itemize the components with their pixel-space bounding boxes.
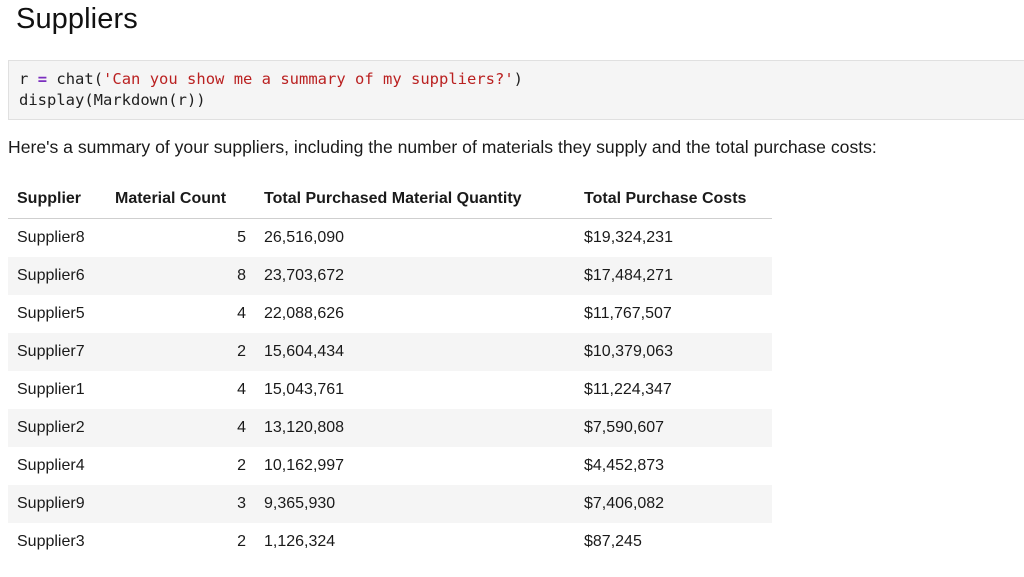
cell-supplier: Supplier2 — [17, 419, 85, 436]
cell-total-costs: $7,590,607 — [584, 419, 665, 436]
cell-supplier: Supplier4 — [17, 457, 85, 474]
cell-total-costs: $87,245 — [584, 533, 642, 550]
cell-material-count: 8 — [237, 267, 246, 284]
cell-total-quantity: 1,126,324 — [264, 533, 336, 550]
cell-total-quantity: 15,043,761 — [264, 381, 345, 398]
cell-total-costs: $19,324,231 — [584, 229, 673, 246]
code-variable: r — [19, 70, 29, 88]
cell-material-count: 2 — [237, 343, 246, 360]
cell-supplier: Supplier5 — [17, 305, 85, 322]
cell-supplier: Supplier9 — [17, 495, 85, 512]
cell-total-costs: $4,452,873 — [584, 457, 665, 474]
cell-total-quantity: 13,120,808 — [264, 419, 345, 436]
table-row: Supplier8 5 26,516,090 $19,324,231 — [8, 219, 772, 258]
header-material-count: Material Count — [106, 180, 255, 219]
cell-total-quantity: 26,516,090 — [264, 229, 345, 246]
output-text: Here's a summary of your suppliers, incl… — [8, 137, 877, 157]
cell-total-quantity: 22,088,626 — [264, 305, 345, 322]
code-call-close: ) — [513, 70, 523, 88]
suppliers-table: Supplier Material Count Total Purchased … — [8, 180, 772, 561]
table-row: Supplier4 2 10,162,997 $4,452,873 — [8, 447, 772, 485]
table-row: Supplier7 2 15,604,434 $10,379,063 — [8, 333, 772, 371]
table-row: Supplier2 4 13,120,808 $7,590,607 — [8, 409, 772, 447]
table-row: Supplier5 4 22,088,626 $11,767,507 — [8, 295, 772, 333]
code-line-1: r = chat('Can you show me a summary of m… — [19, 69, 1024, 90]
cell-material-count: 4 — [237, 305, 246, 322]
cell-total-costs: $17,484,271 — [584, 267, 673, 284]
header-total-costs: Total Purchase Costs — [575, 180, 772, 219]
header-total-quantity: Total Purchased Material Quantity — [255, 180, 575, 219]
table-row: Supplier1 4 15,043,761 $11,224,347 — [8, 371, 772, 409]
cell-supplier: Supplier6 — [17, 267, 85, 284]
header-supplier: Supplier — [8, 180, 106, 219]
cell-material-count: 5 — [237, 229, 246, 246]
code-cell[interactable]: r = chat('Can you show me a summary of m… — [8, 60, 1024, 120]
cell-total-costs: $10,379,063 — [584, 343, 673, 360]
cell-total-costs: $11,224,347 — [584, 381, 672, 398]
cell-total-costs: $7,406,082 — [584, 495, 665, 512]
cell-supplier: Supplier3 — [17, 533, 85, 550]
cell-material-count: 3 — [237, 495, 246, 512]
code-operator: = — [37, 70, 48, 88]
cell-supplier: Supplier1 — [17, 381, 85, 398]
table-row: Supplier9 3 9,365,930 $7,406,082 — [8, 485, 772, 523]
table-row: Supplier6 8 23,703,672 $17,484,271 — [8, 257, 772, 295]
cell-total-quantity: 9,365,930 — [264, 495, 336, 512]
cell-material-count: 4 — [237, 381, 246, 398]
table-header-row: Supplier Material Count Total Purchased … — [8, 180, 772, 219]
cell-supplier: Supplier7 — [17, 343, 85, 360]
cell-material-count: 4 — [237, 419, 246, 436]
code-line-2: display(Markdown(r)) — [19, 91, 206, 109]
cell-total-quantity: 10,162,997 — [264, 457, 345, 474]
cell-total-costs: $11,767,507 — [584, 305, 672, 322]
table-row: Supplier3 2 1,126,324 $87,245 — [8, 523, 772, 561]
code-call-open: chat( — [56, 70, 104, 88]
cell-supplier: Supplier8 — [17, 229, 85, 246]
cell-total-quantity: 15,604,434 — [264, 343, 345, 360]
section-heading: Suppliers — [16, 3, 138, 35]
code-string: 'Can you show me a summary of my supplie… — [103, 70, 514, 88]
cell-material-count: 2 — [237, 533, 246, 550]
cell-material-count: 2 — [237, 457, 246, 474]
cell-total-quantity: 23,703,672 — [264, 267, 345, 284]
